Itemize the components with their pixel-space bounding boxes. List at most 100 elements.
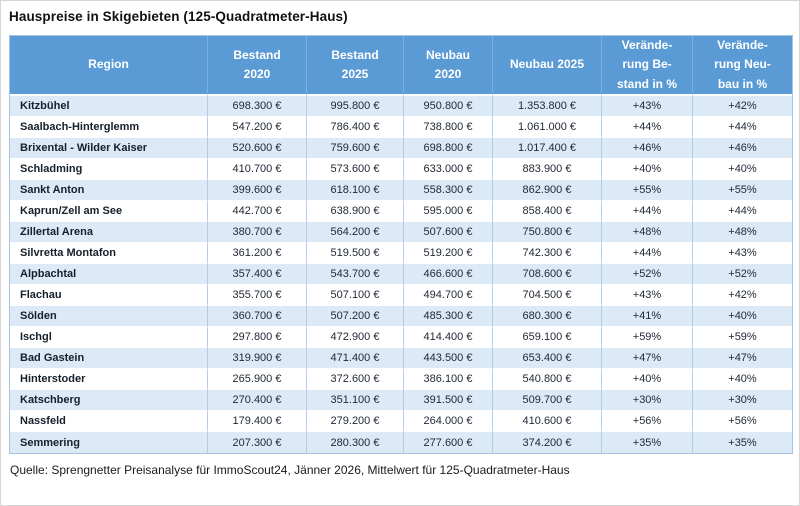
value-cell: +56% [602, 411, 693, 432]
table-row: Alpbachtal 357.400 €543.700 €466.600 €708… [10, 264, 792, 285]
value-cell: +44% [693, 201, 792, 222]
value-cell: 297.800 € [208, 327, 307, 348]
value-cell: +48% [602, 222, 693, 243]
value-cell: +55% [693, 180, 792, 201]
column-header-veraenderung-neubau: Verände- rung Neu- bau in % [693, 36, 792, 96]
value-cell: 520.600 € [208, 138, 307, 159]
table-row: Ischgl 297.800 €472.900 €414.400 €659.100… [10, 327, 792, 348]
region-cell: Silvretta Montafon [10, 243, 208, 264]
region-cell: Semmering [10, 432, 208, 453]
header-row: Region Bestand 2020 Bestand 2025 Neubau … [10, 36, 792, 96]
value-cell: 442.700 € [208, 201, 307, 222]
value-cell: 399.600 € [208, 180, 307, 201]
column-header-veraenderung-bestand: Verände- rung Be- stand in % [602, 36, 693, 96]
value-cell: 659.100 € [493, 327, 602, 348]
value-cell: +43% [693, 243, 792, 264]
region-cell: Schladming [10, 159, 208, 180]
value-cell: +35% [602, 432, 693, 453]
value-cell: 509.700 € [493, 390, 602, 411]
value-cell: +40% [602, 369, 693, 390]
value-cell: 360.700 € [208, 306, 307, 327]
value-cell: 698.800 € [404, 138, 493, 159]
value-cell: 519.200 € [404, 243, 493, 264]
value-cell: 653.400 € [493, 348, 602, 369]
table-row: Kitzbühel 698.300 €995.800 €950.800 €1.35… [10, 96, 792, 117]
table-row: Nassfeld 179.400 €279.200 €264.000 €410.6… [10, 411, 792, 432]
value-cell: 540.800 € [493, 369, 602, 390]
value-cell: 519.500 € [307, 243, 404, 264]
value-cell: +30% [602, 390, 693, 411]
region-cell: Bad Gastein [10, 348, 208, 369]
value-cell: 738.800 € [404, 117, 493, 138]
column-header-bestand-2025: Bestand 2025 [307, 36, 404, 96]
column-header-neubau-2025: Neubau 2025 [493, 36, 602, 96]
value-cell: 543.700 € [307, 264, 404, 285]
value-cell: 472.900 € [307, 327, 404, 348]
value-cell: +56% [693, 411, 792, 432]
value-cell: 507.600 € [404, 222, 493, 243]
value-cell: +40% [693, 369, 792, 390]
value-cell: 1.017.400 € [493, 138, 602, 159]
value-cell: +41% [602, 306, 693, 327]
value-cell: 995.800 € [307, 96, 404, 117]
value-cell: 698.300 € [208, 96, 307, 117]
value-cell: 750.800 € [493, 222, 602, 243]
value-cell: +46% [602, 138, 693, 159]
value-cell: 391.500 € [404, 390, 493, 411]
value-cell: 355.700 € [208, 285, 307, 306]
column-header-bestand-2020: Bestand 2020 [208, 36, 307, 96]
value-cell: 410.600 € [493, 411, 602, 432]
value-cell: 361.200 € [208, 243, 307, 264]
table-row: Hinterstoder 265.900 €372.600 €386.100 €5… [10, 369, 792, 390]
value-cell: 372.600 € [307, 369, 404, 390]
region-cell: Alpbachtal [10, 264, 208, 285]
region-cell: Sölden [10, 306, 208, 327]
value-cell: 564.200 € [307, 222, 404, 243]
value-cell: 494.700 € [404, 285, 493, 306]
value-cell: +44% [602, 117, 693, 138]
page-title: Hauspreise in Skigebieten (125-Quadratme… [9, 9, 348, 24]
value-cell: 759.600 € [307, 138, 404, 159]
region-cell: Kitzbühel [10, 96, 208, 117]
value-cell: 357.400 € [208, 264, 307, 285]
value-cell: 858.400 € [493, 201, 602, 222]
value-cell: 386.100 € [404, 369, 493, 390]
value-cell: 573.600 € [307, 159, 404, 180]
value-cell: +42% [693, 285, 792, 306]
value-cell: +43% [602, 96, 693, 117]
value-cell: +55% [602, 180, 693, 201]
house-price-table: Region Bestand 2020 Bestand 2025 Neubau … [9, 35, 793, 454]
value-cell: 179.400 € [208, 411, 307, 432]
value-cell: +40% [693, 159, 792, 180]
value-cell: 466.600 € [404, 264, 493, 285]
value-cell: +47% [693, 348, 792, 369]
value-cell: +44% [602, 243, 693, 264]
table-row: Sölden 360.700 €507.200 €485.300 €680.300… [10, 306, 792, 327]
region-cell: Katschberg [10, 390, 208, 411]
table-body: Kitzbühel 698.300 €995.800 €950.800 €1.35… [10, 96, 792, 453]
value-cell: 319.900 € [208, 348, 307, 369]
source-note: Quelle: Sprengnetter Preisanalyse für Im… [10, 463, 570, 477]
value-cell: +52% [602, 264, 693, 285]
value-cell: 264.000 € [404, 411, 493, 432]
table-header: Region Bestand 2020 Bestand 2025 Neubau … [10, 36, 792, 96]
value-cell: 547.200 € [208, 117, 307, 138]
value-cell: 507.200 € [307, 306, 404, 327]
region-cell: Brixental - Wilder Kaiser [10, 138, 208, 159]
value-cell: 618.100 € [307, 180, 404, 201]
region-cell: Sankt Anton [10, 180, 208, 201]
table-row: Saalbach-Hinterglemm 547.200 €786.400 €73… [10, 117, 792, 138]
table-row: Bad Gastein 319.900 €471.400 €443.500 €65… [10, 348, 792, 369]
table-row: Katschberg 270.400 €351.100 €391.500 €509… [10, 390, 792, 411]
value-cell: 270.400 € [208, 390, 307, 411]
value-cell: +46% [693, 138, 792, 159]
value-cell: 485.300 € [404, 306, 493, 327]
region-cell: Hinterstoder [10, 369, 208, 390]
table-row: Brixental - Wilder Kaiser 520.600 €759.60… [10, 138, 792, 159]
table-row: Schladming 410.700 €573.600 €633.000 €883… [10, 159, 792, 180]
table-row: Sankt Anton 399.600 €618.100 €558.300 €86… [10, 180, 792, 201]
value-cell: 1.061.000 € [493, 117, 602, 138]
region-cell: Zillertal Arena [10, 222, 208, 243]
region-cell: Nassfeld [10, 411, 208, 432]
value-cell: 704.500 € [493, 285, 602, 306]
